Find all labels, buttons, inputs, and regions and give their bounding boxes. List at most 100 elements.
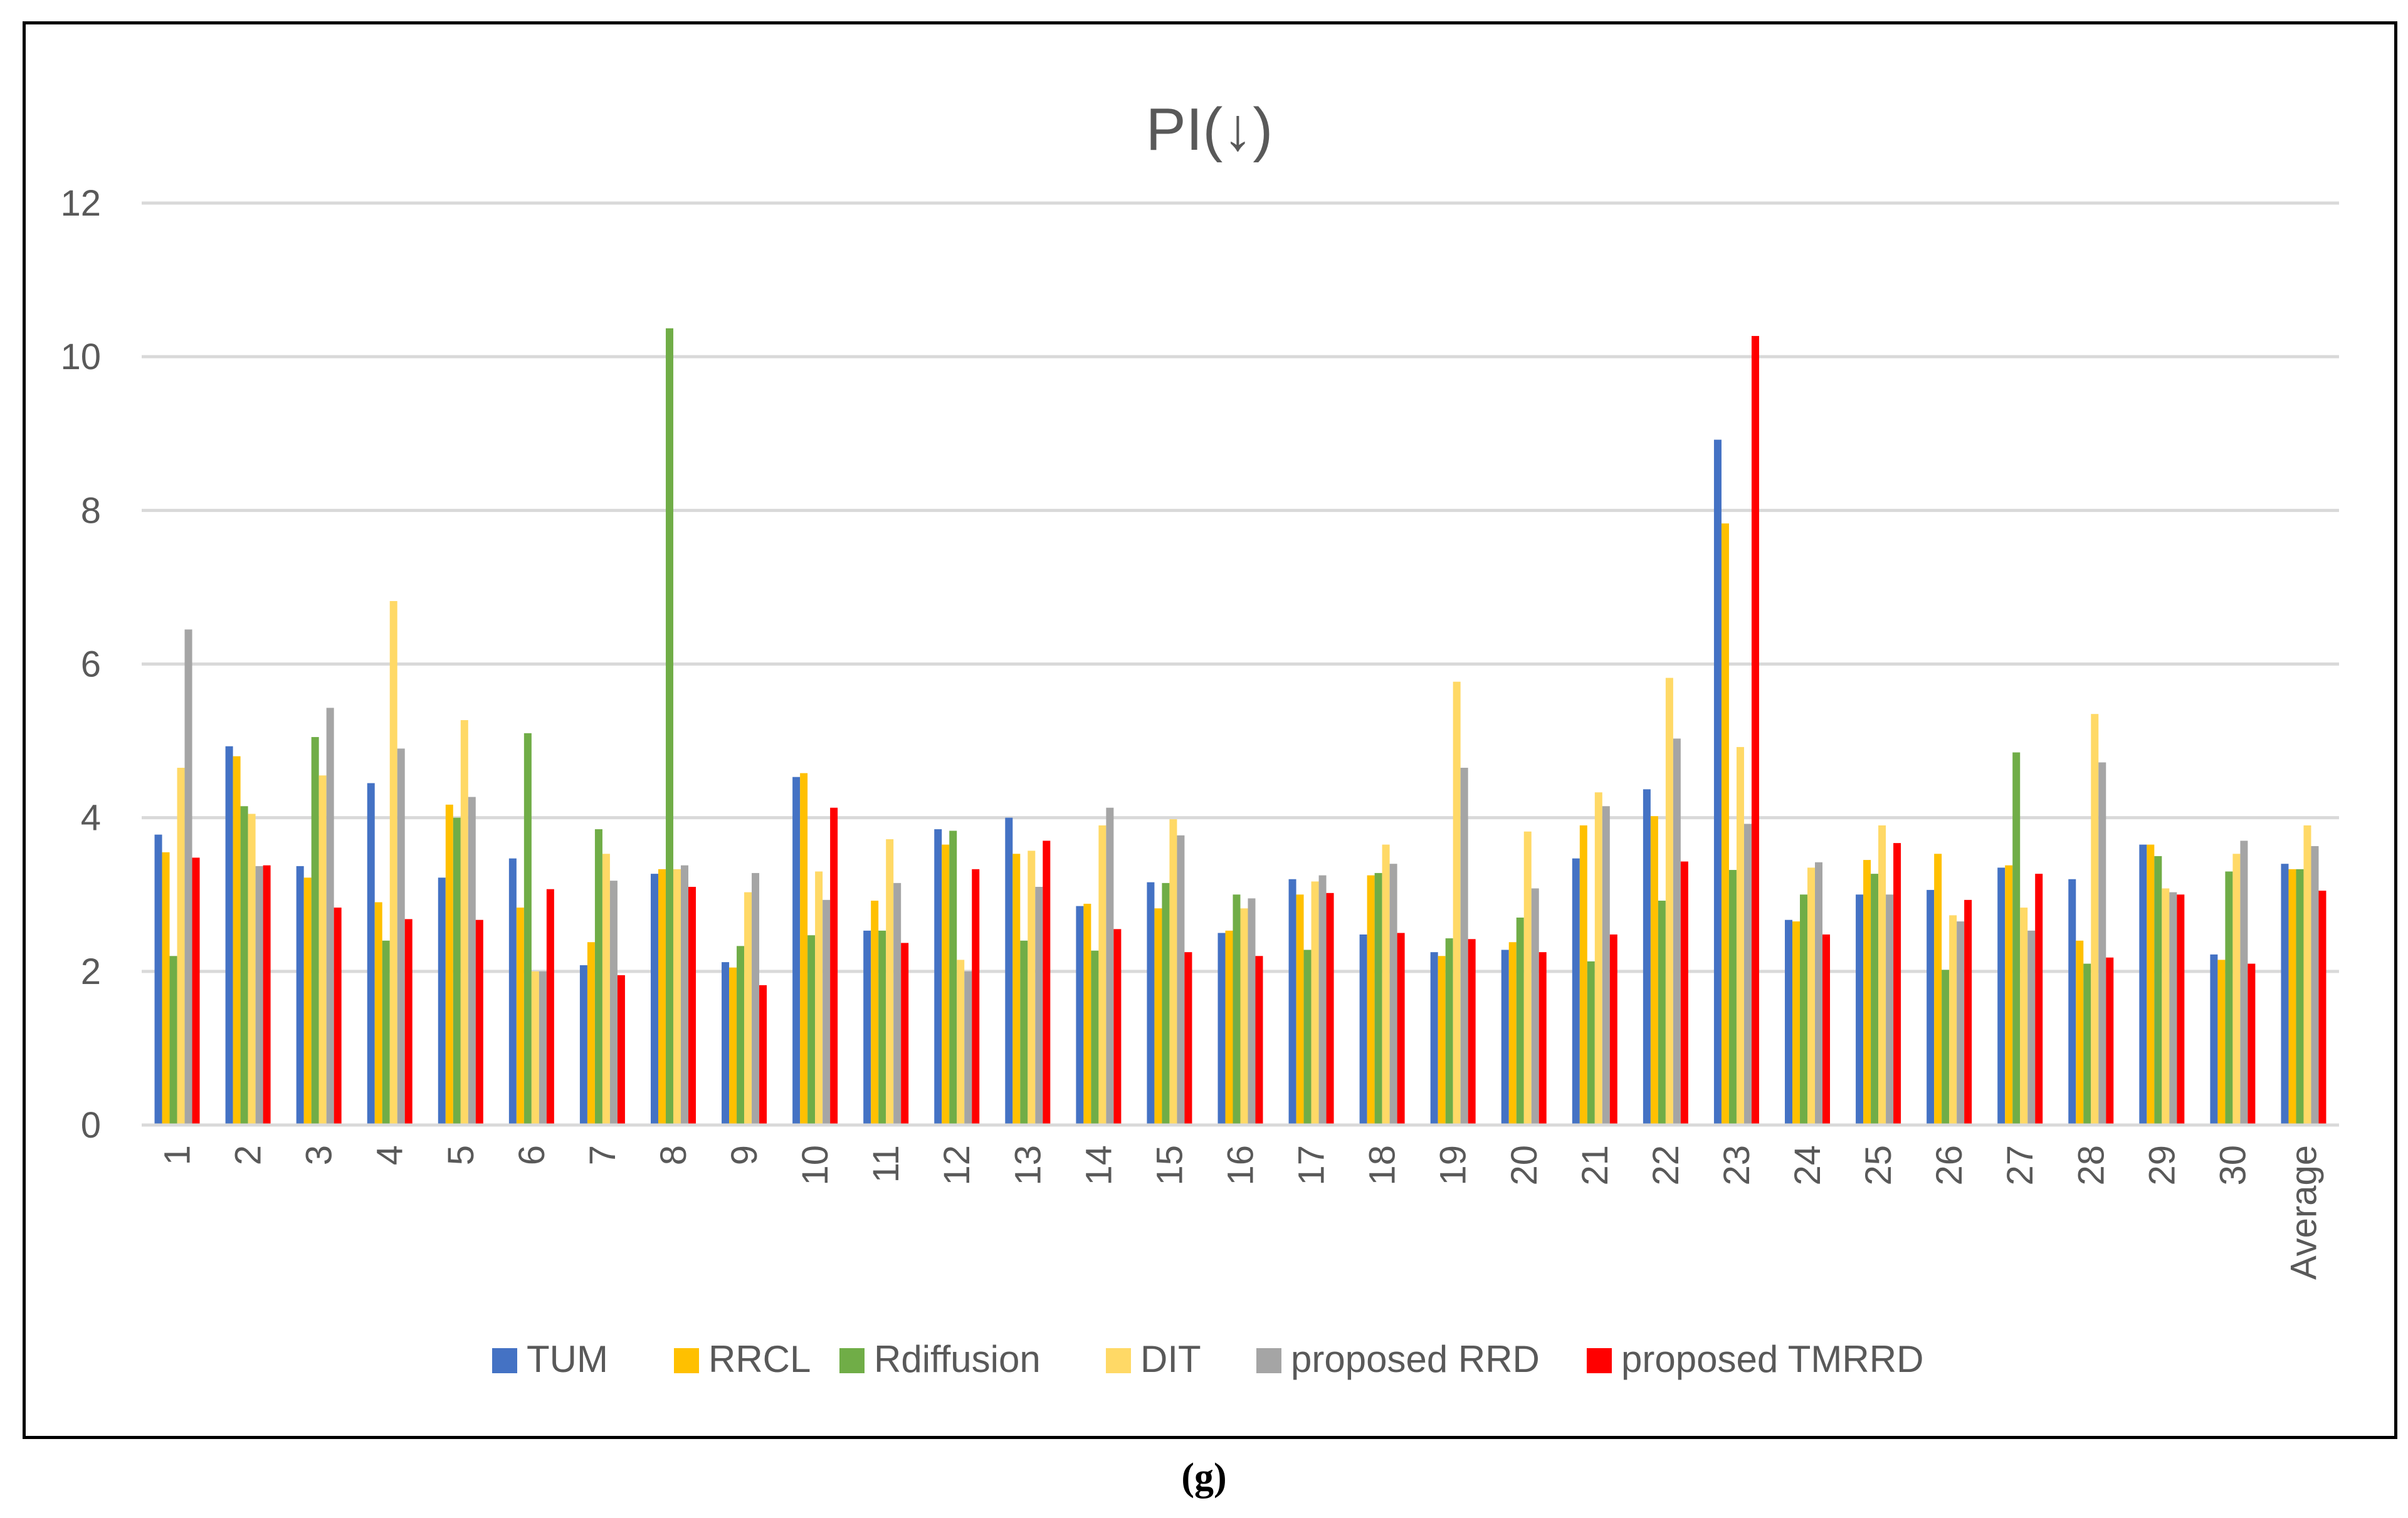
bar-tum	[154, 834, 162, 1125]
bar-tum	[296, 866, 304, 1125]
legend-label: proposed RRD	[1291, 1338, 1540, 1380]
legend-swatch-proposed-tmrrd	[1587, 1348, 1612, 1373]
bar-rrcl	[729, 967, 737, 1125]
bar-dit	[886, 839, 894, 1125]
bar-proposed-rrd	[1673, 738, 1681, 1125]
bar-proposed-rrd	[1035, 886, 1043, 1125]
bar-rdiffusion	[2083, 963, 2091, 1125]
x-tick-label: 8	[653, 1145, 694, 1165]
bar-dit	[2091, 714, 2099, 1125]
bar-proposed-rrd	[823, 899, 831, 1125]
bar-dit	[2162, 888, 2170, 1125]
y-tick-label: 0	[81, 1105, 101, 1146]
bar-rdiffusion	[240, 806, 248, 1125]
bar-dit	[531, 971, 539, 1125]
bar-tum	[1147, 882, 1155, 1125]
bar-dit	[1453, 681, 1461, 1125]
bar-proposed-tmrrd	[2106, 957, 2114, 1125]
bar-proposed-rrd	[609, 881, 618, 1125]
bar-dit	[1807, 867, 1816, 1125]
bar-dit	[1949, 915, 1957, 1125]
bar-proposed-rrd	[2169, 892, 2177, 1125]
bar-proposed-tmrrd	[688, 886, 696, 1125]
bar-rdiffusion	[2225, 871, 2233, 1125]
x-tick-label: 16	[1221, 1145, 1261, 1186]
legend-swatch-rrcl	[674, 1348, 699, 1373]
bar-tum	[1997, 867, 2006, 1125]
bar-proposed-rrd	[1602, 806, 1610, 1125]
bar-dit	[318, 775, 327, 1125]
bar-dit	[1736, 746, 1744, 1125]
bar-tum	[1430, 952, 1438, 1125]
bar-proposed-rrd	[893, 882, 902, 1125]
x-tick-label: 24	[1787, 1145, 1828, 1186]
bar-dit	[1028, 851, 1036, 1125]
bar-proposed-rrd	[1389, 864, 1397, 1125]
x-tick-label: 12	[937, 1145, 977, 1186]
bar-tum	[1501, 950, 1509, 1125]
bar-tum	[1643, 789, 1651, 1125]
bar-dit	[1240, 908, 1248, 1125]
x-tick-label: 17	[1291, 1145, 1332, 1186]
legend-swatch-proposed-rrd	[1256, 1348, 1281, 1373]
bar-proposed-tmrrd	[334, 908, 342, 1125]
bar-rrcl	[374, 902, 382, 1125]
bar-proposed-tmrrd	[2035, 874, 2043, 1125]
bar-rdiffusion	[1800, 894, 1808, 1125]
bar-proposed-rrd	[752, 872, 760, 1125]
bar-rdiffusion	[1020, 940, 1028, 1125]
bar-rrcl	[1225, 930, 1233, 1125]
bar-tum	[2281, 864, 2289, 1125]
bar-dit	[744, 892, 752, 1125]
bar-rrcl	[1721, 523, 1729, 1125]
bar-dit	[2303, 825, 2311, 1125]
bar-dit	[602, 854, 610, 1125]
bar-rdiffusion	[1233, 894, 1241, 1125]
x-tick-label: 9	[724, 1145, 765, 1165]
bar-proposed-tmrrd	[1822, 934, 1831, 1125]
bar-dit	[2020, 908, 2028, 1125]
x-tick-label: 19	[1433, 1145, 1474, 1186]
x-tick-label: 27	[2000, 1145, 2041, 1186]
bar-rrcl	[303, 877, 312, 1125]
bar-proposed-tmrrd	[1397, 933, 1405, 1125]
bar-tum	[1927, 889, 1935, 1125]
bar-rrcl	[1154, 908, 1162, 1125]
bar-tum	[1572, 858, 1580, 1125]
bar-rdiffusion	[2154, 856, 2162, 1125]
x-tick-label: 1	[157, 1145, 198, 1165]
y-tick-label: 6	[81, 644, 101, 685]
bar-proposed-tmrrd	[2318, 891, 2327, 1125]
bar-rrcl	[1508, 942, 1517, 1125]
bar-proposed-rrd	[1957, 921, 1965, 1125]
bar-tum	[650, 874, 658, 1125]
bar-rrcl	[2005, 865, 2013, 1125]
bar-rdiffusion	[1587, 961, 1595, 1125]
bar-dit	[248, 814, 256, 1125]
bar-rdiffusion	[1445, 938, 1453, 1125]
bar-tum	[1076, 906, 1084, 1125]
bar-proposed-rrd	[1318, 875, 1327, 1125]
bar-dit	[1098, 825, 1107, 1125]
bar-proposed-rrd	[1815, 862, 1823, 1125]
bar-dit	[177, 767, 185, 1125]
bar-rrcl	[1650, 816, 1658, 1125]
bar-proposed-rrd	[2240, 840, 2248, 1125]
bar-dit	[1594, 792, 1602, 1125]
x-tick-label: 23	[1717, 1145, 1757, 1186]
bar-dit	[2232, 854, 2241, 1125]
legend-label: TUM	[527, 1338, 608, 1380]
bar-rdiffusion	[453, 817, 461, 1125]
bar-rdiffusion	[1658, 901, 1666, 1125]
bar-tum	[2139, 844, 2147, 1125]
bar-proposed-rrd	[468, 797, 476, 1125]
bar-tum	[1856, 894, 1864, 1125]
legend-label: Rdiffusion	[874, 1338, 1041, 1380]
x-tick-label: 18	[1362, 1145, 1403, 1186]
legend-label: proposed TMRRD	[1621, 1338, 1923, 1380]
legend-swatch-dit	[1106, 1348, 1131, 1373]
bar-proposed-rrd	[184, 629, 192, 1125]
legend-label: RRCL	[708, 1338, 811, 1380]
bar-proposed-rrd	[2311, 846, 2319, 1125]
bar-dit	[1665, 678, 1673, 1125]
